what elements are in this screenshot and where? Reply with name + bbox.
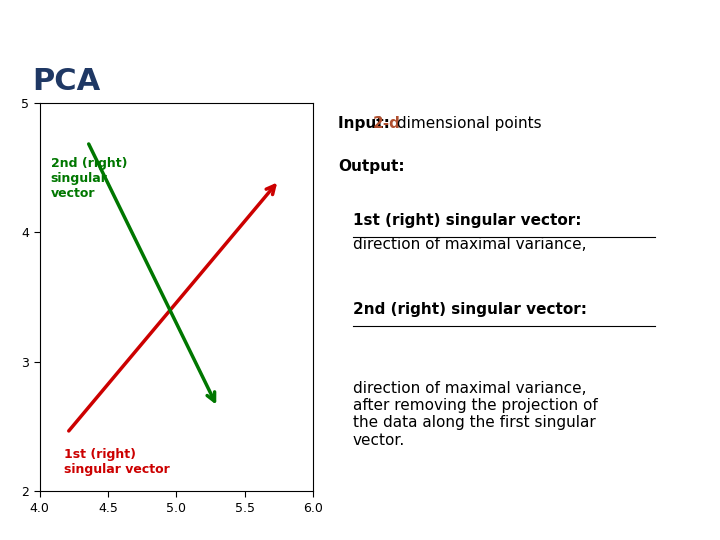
Text: 1st (right) singular vector:: 1st (right) singular vector: bbox=[353, 213, 581, 228]
Text: 2nd (right)
singular
vector: 2nd (right) singular vector bbox=[50, 157, 127, 200]
Text: Output:: Output: bbox=[338, 159, 405, 174]
Text: 2-d: 2-d bbox=[373, 116, 401, 131]
Text: 1st (right)
singular vector: 1st (right) singular vector bbox=[64, 448, 170, 476]
Text: Input:: Input: bbox=[338, 116, 395, 131]
Text: direction of maximal variance,: direction of maximal variance, bbox=[353, 237, 586, 252]
Text: dimensional points: dimensional points bbox=[392, 116, 542, 131]
Text: direction of maximal variance,
after removing the projection of
the data along t: direction of maximal variance, after rem… bbox=[353, 381, 598, 448]
Text: 2nd (right) singular vector:: 2nd (right) singular vector: bbox=[353, 302, 587, 318]
Text: PCA: PCA bbox=[32, 68, 101, 97]
